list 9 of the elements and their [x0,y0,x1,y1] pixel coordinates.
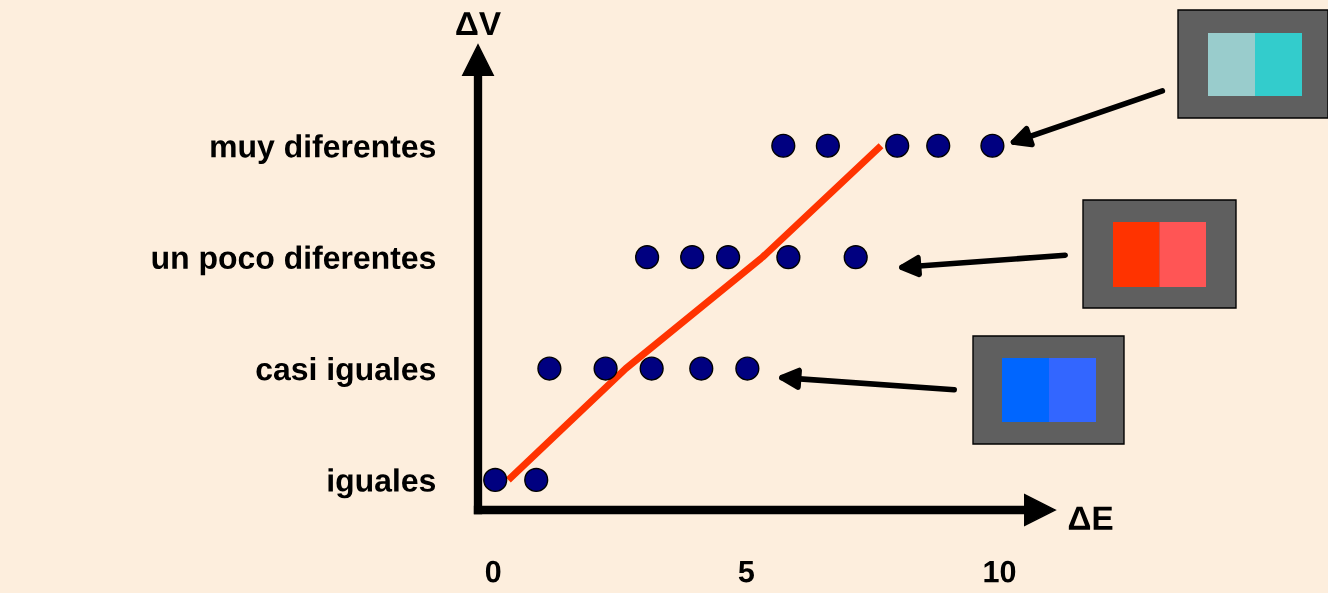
x-tick-label: 10 [984,560,1016,583]
x-axis-title: ΔE [1068,506,1113,530]
y-axis-title: ΔV [456,12,501,36]
x-tick-label: 0 [485,560,501,583]
y-tick-label: casi iguales [256,356,436,387]
x-tick-label: 5 [738,561,754,583]
y-tick-label: muy diferentes [211,134,436,164]
y-tick-label: iguales [328,468,436,499]
y-tick-label: un poco diferentes [152,245,436,276]
